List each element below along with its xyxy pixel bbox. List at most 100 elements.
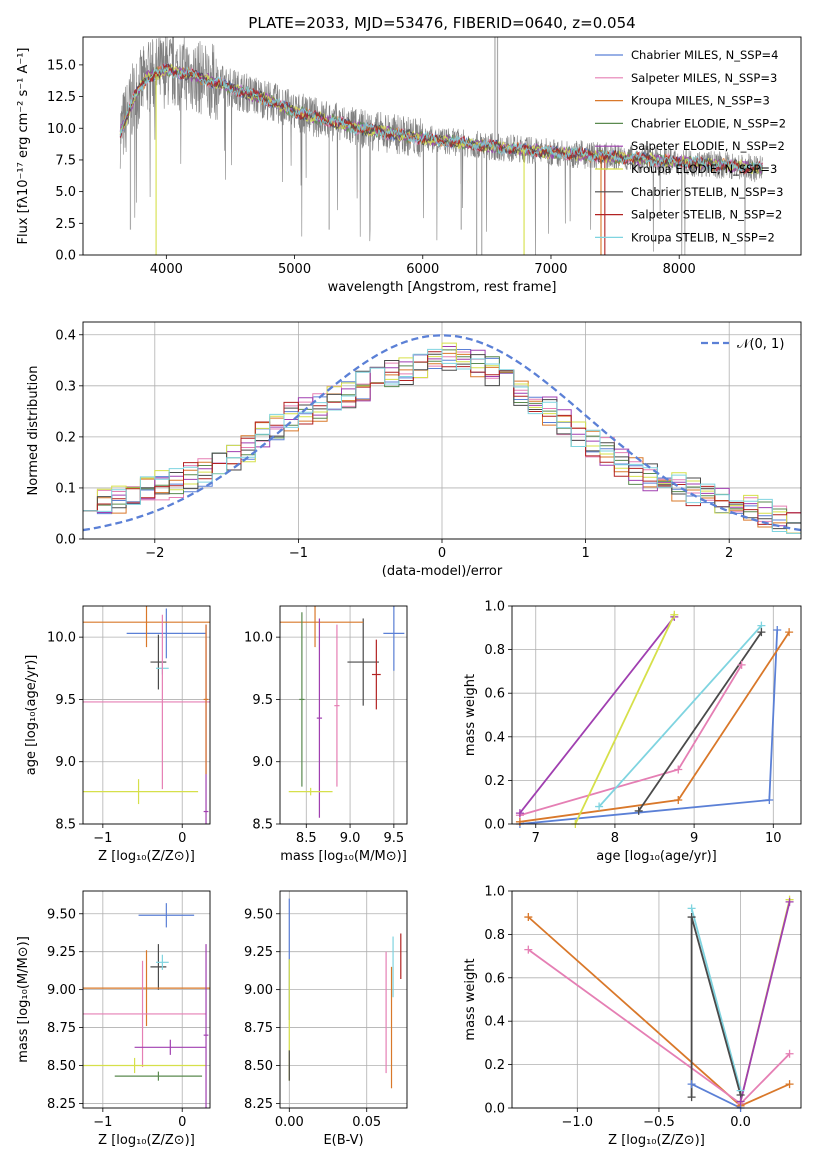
y-tick-label: 15.0 xyxy=(47,58,76,73)
errorbar-point-3 xyxy=(126,608,207,659)
errorbar-point-6 xyxy=(83,779,199,805)
axes-frame xyxy=(279,890,408,1109)
errorbar-point-2 xyxy=(138,903,195,928)
x-axis-label: age [log₁₀(age/yr)] xyxy=(596,849,717,864)
x-tick-label: −1.0 xyxy=(562,1115,594,1130)
errorbar-point-1 xyxy=(150,944,167,990)
x-axis-label: wavelength [Angstrom, rest frame] xyxy=(328,280,557,295)
y-tick-label: 0.6 xyxy=(484,687,505,702)
errorbar-point-3 xyxy=(156,954,169,970)
errorbar-point-5 xyxy=(83,960,207,1068)
errorbar-point-3 xyxy=(383,606,405,671)
axes-frame xyxy=(279,605,408,825)
y-tick-label: 9.0 xyxy=(55,755,76,770)
legend-entry: Salpeter STELIB, N_SSP=2 xyxy=(631,208,782,222)
errorbar-point-5 xyxy=(83,614,210,790)
series-marker xyxy=(687,1080,696,1089)
legend: 𝒩(0, 1) xyxy=(701,337,784,352)
x-tick-label: 5000 xyxy=(278,262,311,277)
y-tick-label: 0.8 xyxy=(484,928,505,943)
massweight-vs-age-panel: 7 8 9 10 0.0 0.2 0.4 0.6 0.8 1.0 age [log₁₀(age/yr… xyxy=(463,600,802,864)
series-marker xyxy=(515,809,524,818)
x-tick-label: 9.0 xyxy=(340,831,361,846)
axes-frame xyxy=(511,605,802,825)
errorbar-point-5 xyxy=(299,612,305,787)
y-tick-label: 8.5 xyxy=(55,818,76,833)
y-axis-label: mass [log₁₀(M/M⊙)] xyxy=(16,936,31,1063)
y-axis-label: age [log₁₀(age/yr)] xyxy=(24,655,39,776)
mass-vs-Z-plot-area xyxy=(83,903,210,1108)
x-axis-label: Z [log₁₀(Z/Z⊙)] xyxy=(608,1133,705,1148)
x-tick-label: 2 xyxy=(725,546,733,561)
x-tick-label: 8000 xyxy=(663,262,696,277)
legend-entry: Kroupa MILES, N_SSP=3 xyxy=(631,94,770,108)
y-axis-label: Normed distribution xyxy=(26,366,41,496)
series-marker xyxy=(785,1049,794,1058)
x-tick-label: 0 xyxy=(438,546,446,561)
y-tick-label: 10.0 xyxy=(244,631,273,646)
errorbar-point-4 xyxy=(280,606,364,648)
y-tick-label: 0.8 xyxy=(484,643,505,658)
axes-frame xyxy=(82,36,802,256)
x-tick-label: 8.5 xyxy=(296,831,317,846)
y-tick-label: 0.4 xyxy=(484,1015,505,1030)
x-tick-label: 4000 xyxy=(150,262,183,277)
y-tick-label: 0.0 xyxy=(55,249,76,264)
y-tick-label: 9.50 xyxy=(244,907,273,922)
y-tick-label: 7.5 xyxy=(55,153,76,168)
x-tick-label: −0.5 xyxy=(643,1115,675,1130)
x-axis-label: E(B-V) xyxy=(323,1133,363,1148)
y-tick-label: 8.50 xyxy=(47,1059,76,1074)
x-tick-label: 0.0 xyxy=(730,1115,751,1130)
axes-frame xyxy=(82,321,802,540)
mass-vs-Z-panel: −1 0 8.25 8.50 8.75 9.00 9.25 9.50 Z [log₁₀(Z/Z⊙… xyxy=(16,890,211,1148)
series-marker xyxy=(785,628,794,637)
y-tick-label: 0.3 xyxy=(55,379,76,394)
age-vs-Z-plot-area xyxy=(83,606,210,824)
y-tick-label: 0.2 xyxy=(55,430,76,445)
mass-vs-EBV-plot-area xyxy=(288,898,402,1089)
y-tick-label: 0.6 xyxy=(484,971,505,986)
errorbar-point-4 xyxy=(83,606,210,648)
y-tick-label: 8.5 xyxy=(252,818,273,833)
series-marker xyxy=(687,913,696,922)
x-axis-label: (data-model)/error xyxy=(382,564,503,579)
y-tick-label: 10.0 xyxy=(47,122,76,137)
chart-title: PLATE=2033, MJD=53476, FIBERID=0640, z=0… xyxy=(248,14,635,32)
x-tick-label: 7 xyxy=(532,831,540,846)
spectrum-plot-area xyxy=(119,37,763,255)
series-marker xyxy=(785,897,794,906)
errorbar-point-1 xyxy=(150,634,167,690)
series-marker xyxy=(736,1097,745,1106)
y-tick-label: 0.2 xyxy=(484,774,505,789)
y-tick-label: 9.25 xyxy=(244,945,273,960)
model-spectrum-9 xyxy=(119,65,763,173)
series-marker xyxy=(595,802,604,811)
errorbar-point-7 xyxy=(334,624,340,787)
legend-entry: Chabrier ELODIE, N_SSP=2 xyxy=(631,116,786,130)
legend-entry: Salpeter ELODIE, N_SSP=2 xyxy=(631,139,785,153)
y-tick-label: 0.0 xyxy=(55,533,76,548)
y-tick-label: 8.75 xyxy=(47,1021,76,1036)
x-axis-label: Z [log₁₀(Z/Z⊙)] xyxy=(98,1133,195,1148)
x-tick-label: 10 xyxy=(765,831,782,846)
errorbar-point-7 xyxy=(83,1057,207,1074)
y-tick-label: 1.0 xyxy=(484,885,505,900)
x-tick-label: 8 xyxy=(611,831,619,846)
y-tick-label: 9.5 xyxy=(55,693,76,708)
y-tick-label: 9.50 xyxy=(47,907,76,922)
legend-entry: Chabrier STELIB, N_SSP=3 xyxy=(631,185,783,199)
y-tick-label: 0.4 xyxy=(484,730,505,745)
series-marker xyxy=(674,796,683,805)
mass-vs-EBV-panel: 0.00 0.05 8.25 8.50 8.75 9.00 9.25 9.50 E(B-V) xyxy=(244,890,408,1148)
age-vs-mass-plot-area xyxy=(280,606,405,818)
series-marker xyxy=(757,628,766,637)
y-axis-label: Flux [fλ10⁻¹⁷ erg cm⁻² s⁻¹ A⁻¹] xyxy=(16,48,31,245)
axes-frame xyxy=(82,890,211,1109)
series-line-4 xyxy=(690,908,742,1091)
y-axis-label: mass weight xyxy=(463,958,478,1040)
age-vs-mass-panel: 8.5 9.0 9.5 8.5 9.0 9.5 10.0 mass [log₁₀(M/M⊙)] xyxy=(244,605,408,864)
normal-curve xyxy=(83,334,801,532)
legend-entry: Salpeter MILES, N_SSP=3 xyxy=(631,71,777,85)
